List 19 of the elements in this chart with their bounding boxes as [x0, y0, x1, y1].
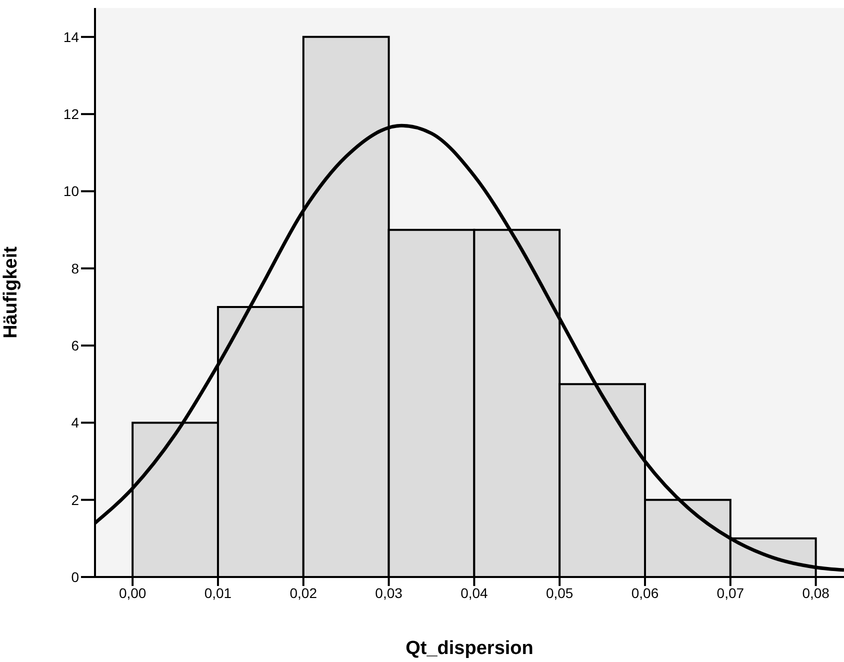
x-tick-label: 0,03	[375, 584, 403, 601]
y-axis-title: Häufigkeit	[0, 246, 22, 338]
x-tick-label: 0,02	[290, 584, 318, 601]
x-axis-title: Qt_dispersion	[406, 638, 534, 659]
x-tick-label: 0,00	[118, 584, 146, 601]
x-tick-label: 0,01	[204, 584, 232, 601]
x-tick-label: 0,04	[460, 584, 488, 601]
y-tick-label: 12	[63, 106, 80, 122]
x-tick-label: 0,05	[546, 584, 574, 601]
x-tick-label: 0,07	[716, 584, 744, 601]
y-tick-label: 4	[71, 414, 80, 431]
y-tick-label: 14	[63, 28, 80, 45]
x-tick-label: 0,06	[631, 584, 659, 601]
y-tick-label: 10	[63, 183, 80, 200]
x-tick-label: 0,08	[802, 584, 830, 601]
y-tick-label: 6	[71, 338, 80, 354]
y-tick-label: 8	[71, 260, 80, 276]
y-tick-label: 2	[71, 492, 80, 508]
y-tick-label: 0	[71, 568, 80, 585]
